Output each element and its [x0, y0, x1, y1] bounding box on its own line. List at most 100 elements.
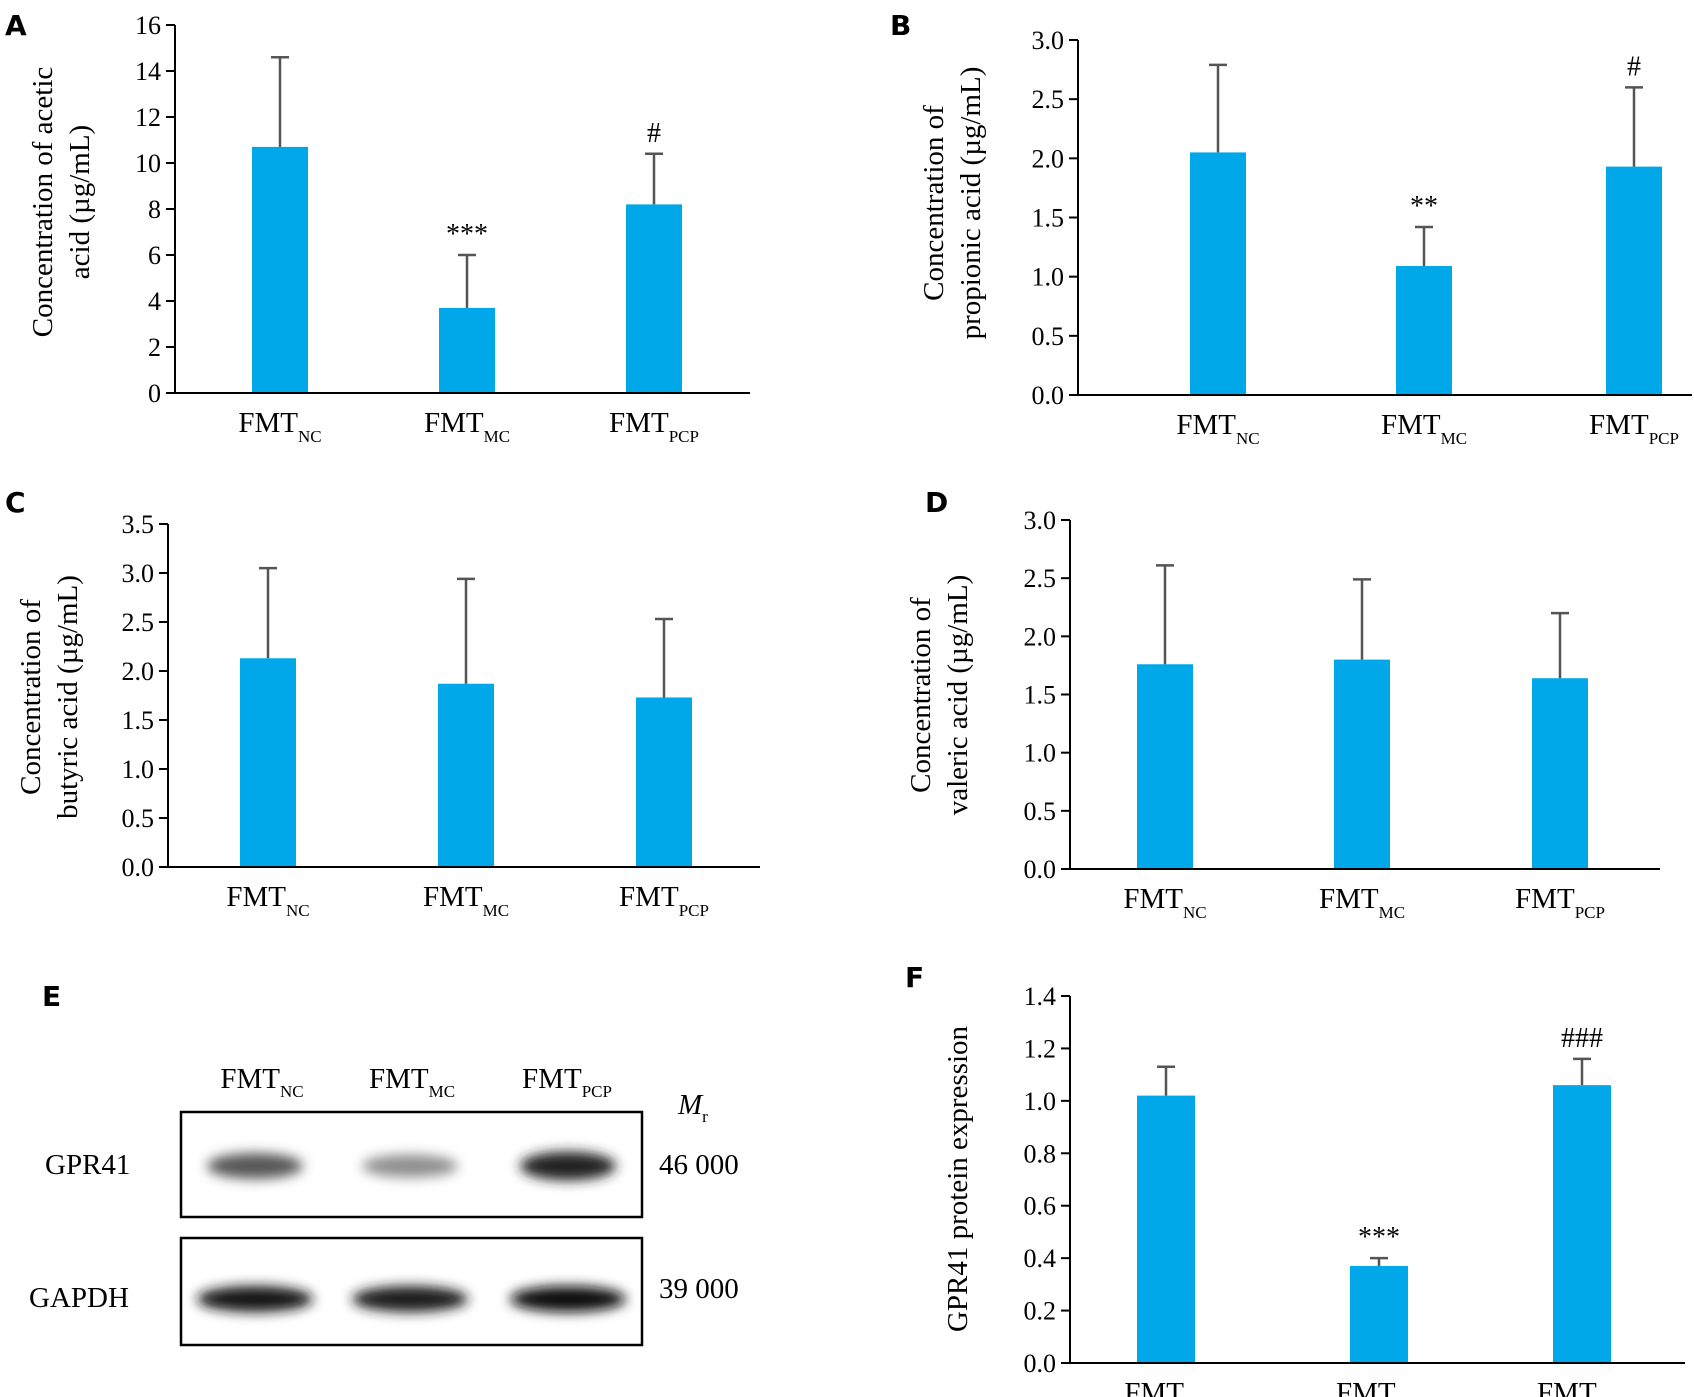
y-tick-label: 0.8: [1024, 1139, 1057, 1168]
y-tick-label: 2.5: [122, 608, 155, 637]
x-tick-label-1: FMTNC: [1124, 1377, 1207, 1397]
y-tick-label: 1.5: [1032, 204, 1065, 233]
x-tick-label-3: FMTPCP: [619, 881, 709, 920]
y-tick-label: 12: [135, 103, 161, 132]
y-tick-label: 1.0: [1032, 263, 1065, 292]
x-tick-label-1: FMTNC: [238, 407, 321, 446]
x-tick-label-3: FMTPCP: [1537, 1377, 1627, 1397]
y-tick-label: 0.0: [1024, 1349, 1057, 1378]
bar-1: [1190, 152, 1246, 395]
y-tick-label: 1.0: [1024, 1087, 1057, 1116]
bar-1: [1137, 1095, 1195, 1363]
y-tick-label: 0.5: [1024, 797, 1057, 826]
x-tick-label-2: FMTMC: [423, 881, 509, 920]
band-gapdh-lane-3: [510, 1286, 626, 1312]
gapdh-mr-value: 39 000: [659, 1273, 739, 1305]
y-axis-label-line-2: butyric acid (µg/mL): [52, 575, 84, 819]
x-tick-label-2: FMTMC: [1319, 883, 1405, 922]
y-axis-label-line-1: Concentration of: [905, 597, 937, 793]
y-tick-label: 0.0: [1032, 381, 1065, 410]
y-tick-label: 2.0: [1032, 144, 1065, 173]
significance-label-2: ***: [1358, 1222, 1400, 1253]
y-tick-label: 16: [135, 11, 161, 40]
y-axis-label-line-2: valeric acid (µg/mL): [942, 575, 974, 816]
bar-3: [636, 697, 692, 867]
mr-label: Mr: [677, 1089, 708, 1126]
y-tick-label: 0.6: [1024, 1192, 1057, 1221]
y-axis-label-line-1: Concentration of acetic: [27, 67, 59, 338]
y-axis-label-line-2: acid (µg/mL): [64, 125, 96, 279]
bar-2: [1334, 659, 1390, 869]
blot-bands: [197, 1151, 626, 1312]
x-tick-label-3: FMTPCP: [609, 407, 699, 446]
y-tick-label: 3.0: [1032, 26, 1065, 55]
chart-panel-A: A FMTNC *** FMTMC # FMTPCP 0 2 4 6 8 10 12 14 16 Concen…: [5, 9, 750, 446]
x-tick-label-1: FMTNC: [1123, 883, 1206, 922]
blot-lane-label-1: FMTNC: [220, 1063, 303, 1101]
bar-1: [252, 146, 308, 393]
x-tick-label-3: FMTPCP: [1515, 883, 1605, 922]
x-tick-label-1: FMTNC: [226, 881, 309, 920]
bar-2: [439, 307, 495, 393]
significance-label-3: #: [647, 118, 661, 149]
y-tick-label: 10: [135, 149, 161, 178]
y-tick-label: 3.5: [122, 510, 155, 539]
y-tick-label: 0.4: [1024, 1244, 1057, 1273]
x-tick-label-3: FMTPCP: [1589, 409, 1679, 448]
x-tick-label-2: FMTMC: [1381, 409, 1467, 448]
y-tick-label: 1.0: [122, 755, 155, 784]
y-axis-label-line-1: GPR41 protein expression: [942, 1025, 974, 1332]
y-tick-label: 1.4: [1024, 982, 1057, 1011]
y-tick-label: 1.5: [122, 706, 155, 735]
bar-3: [1532, 678, 1588, 869]
bar-2: [1396, 266, 1452, 395]
bar-2: [438, 683, 494, 867]
bar-3: [1606, 166, 1662, 395]
y-tick-label: 0: [148, 379, 161, 408]
y-axis-label-line-1: Concentration of: [15, 599, 47, 795]
y-axis-label-line-2: propionic acid (µg/mL): [955, 67, 987, 340]
blot-lane-label-2: FMTMC: [369, 1063, 455, 1101]
significance-label-3: #: [1627, 51, 1641, 82]
bar-1: [240, 658, 296, 867]
band-gpr41-lane-2: [362, 1154, 458, 1178]
panel-letter-C: C: [5, 486, 26, 519]
y-tick-label: 0.5: [1032, 322, 1065, 351]
bar-3: [626, 204, 682, 393]
y-tick-label: 3.0: [122, 559, 155, 588]
y-tick-label: 14: [135, 57, 161, 86]
panel-letter-E: E: [42, 980, 61, 1013]
y-tick-label: 6: [148, 241, 161, 270]
y-tick-label: 1.0: [1024, 739, 1057, 768]
y-tick-label: 2: [148, 333, 161, 362]
y-tick-label: 2.0: [1024, 622, 1057, 651]
chart-panel-C: C FMTNC FMTMC FMTPCP 0.0 0.5 1.0 1.5 2.0 2.5 3.0 3.…: [5, 486, 760, 920]
band-gpr41-lane-1: [207, 1153, 303, 1179]
significance-label-2: **: [1410, 191, 1438, 222]
gapdh-row-label: GAPDH: [29, 1282, 129, 1314]
significance-label-3: ###: [1561, 1023, 1603, 1054]
y-tick-label: 8: [148, 195, 161, 224]
y-tick-label: 3.0: [1024, 506, 1057, 535]
bar-3: [1553, 1085, 1611, 1363]
panel-letter-A: A: [5, 9, 27, 42]
chart-panels: A FMTNC *** FMTMC # FMTPCP 0 2 4 6 8 10 12 14 16 Concen…: [5, 9, 1692, 1397]
chart-panel-F: F FMTNC *** FMTMC ### FMTPCP 0.0 0.2 0.4 0.6 0.8 1.…: [905, 961, 1685, 1397]
x-tick-label-2: FMTMC: [1336, 1377, 1422, 1397]
band-gapdh-lane-2: [352, 1286, 468, 1312]
panel-letter-D: D: [925, 486, 948, 519]
panel-letter-B: B: [890, 9, 911, 42]
y-tick-label: 1.2: [1024, 1034, 1057, 1063]
y-tick-label: 0.0: [122, 853, 155, 882]
y-tick-label: 4: [148, 287, 161, 316]
y-tick-label: 0.5: [122, 804, 155, 833]
gpr41-row-label: GPR41: [45, 1149, 130, 1181]
bar-2: [1350, 1266, 1408, 1363]
x-tick-label-1: FMTNC: [1176, 409, 1259, 448]
y-axis-label-line-1: Concentration of: [918, 105, 950, 301]
x-tick-label-2: FMTMC: [424, 407, 510, 446]
band-gpr41-lane-3: [520, 1151, 616, 1181]
y-tick-label: 1.5: [1024, 681, 1057, 710]
western-blot-panel: E FMTNC FMTMC FMTPCP Mr GPR41 GAPDH 46 0…: [29, 980, 739, 1347]
chart-panel-B: B FMTNC ** FMTMC # FMTPCP 0.0 0.5 1.0 1.5 2.0 2.5 3.…: [890, 9, 1692, 448]
